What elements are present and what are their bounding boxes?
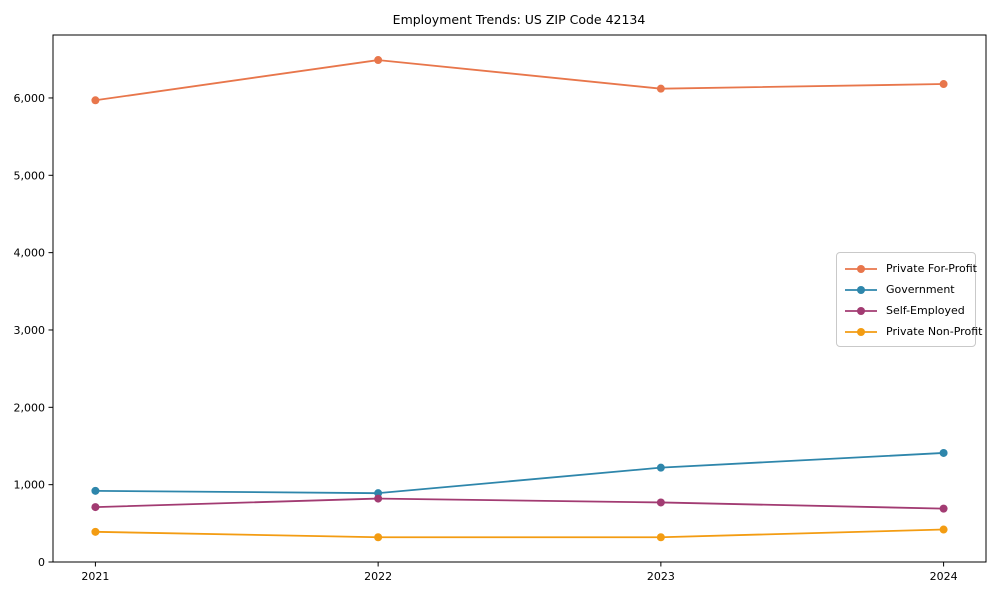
marker-self-employed-2021 bbox=[91, 503, 100, 512]
y-tick-label: 5,000 bbox=[14, 169, 46, 182]
y-tick-label: 3,000 bbox=[14, 324, 46, 337]
legend-swatch-government bbox=[845, 285, 877, 294]
marker-private-non-profit-2024 bbox=[939, 525, 948, 534]
marker-government-2021 bbox=[91, 486, 100, 495]
line-series-self-employed bbox=[95, 497, 944, 510]
x-tick-label: 2022 bbox=[364, 570, 392, 583]
axes-layer: 0 1,000 2,000 3,000 4,000 5,000 6,000 2021 2022 2… bbox=[14, 34, 987, 583]
x-tick-label: 2023 bbox=[647, 570, 675, 583]
chart-title: Employment Trends: US ZIP Code 42134 bbox=[393, 12, 646, 27]
line-series-private-for-profit bbox=[95, 59, 944, 102]
line-series-government bbox=[95, 452, 944, 495]
marker-self-employed-2022 bbox=[374, 494, 383, 503]
legend-item-private-for-profit: Private For-Profit bbox=[844, 258, 977, 279]
marker-private-non-profit-2023 bbox=[656, 533, 665, 542]
line-series-private-non-profit bbox=[95, 528, 944, 539]
legend-label-self-employed: Self-Employed bbox=[886, 304, 965, 317]
series-layer bbox=[91, 56, 948, 542]
x-tick-label: 2024 bbox=[930, 570, 958, 583]
legend-label-private-for-profit: Private For-Profit bbox=[886, 262, 977, 275]
legend-item-private-non-profit: Private Non-Profit bbox=[844, 321, 982, 342]
legend-swatch-private-non-profit bbox=[845, 327, 877, 336]
marker-government-2024 bbox=[939, 448, 948, 457]
marker-private-for-profit-2024 bbox=[939, 80, 948, 89]
y-tick-label: 2,000 bbox=[14, 401, 46, 414]
y-tick-label: 0 bbox=[38, 556, 45, 569]
legend-label-private-non-profit: Private Non-Profit bbox=[886, 325, 983, 338]
marker-government-2023 bbox=[656, 463, 665, 472]
legend-swatch-self-employed bbox=[845, 306, 877, 315]
legend-item-self-employed: Self-Employed bbox=[844, 300, 967, 321]
legend-label-government: Government bbox=[886, 283, 955, 296]
x-tick-label: 2021 bbox=[81, 570, 109, 583]
y-tick-label: 1,000 bbox=[14, 479, 46, 492]
marker-self-employed-2023 bbox=[656, 498, 665, 507]
plot-box bbox=[52, 34, 987, 563]
marker-private-for-profit-2021 bbox=[91, 96, 100, 105]
y-tick-label: 6,000 bbox=[14, 92, 46, 105]
marker-private-non-profit-2021 bbox=[91, 527, 100, 536]
marker-private-for-profit-2023 bbox=[656, 84, 665, 93]
y-tick-label: 4,000 bbox=[14, 247, 46, 260]
marker-private-non-profit-2022 bbox=[374, 533, 383, 542]
marker-private-for-profit-2022 bbox=[374, 56, 383, 65]
legend-swatch-private-for-profit bbox=[845, 264, 877, 273]
marker-self-employed-2024 bbox=[939, 504, 948, 513]
legend-item-government: Government bbox=[844, 279, 967, 300]
legend: Private For-Profit Government Self-Employe… bbox=[836, 252, 982, 347]
